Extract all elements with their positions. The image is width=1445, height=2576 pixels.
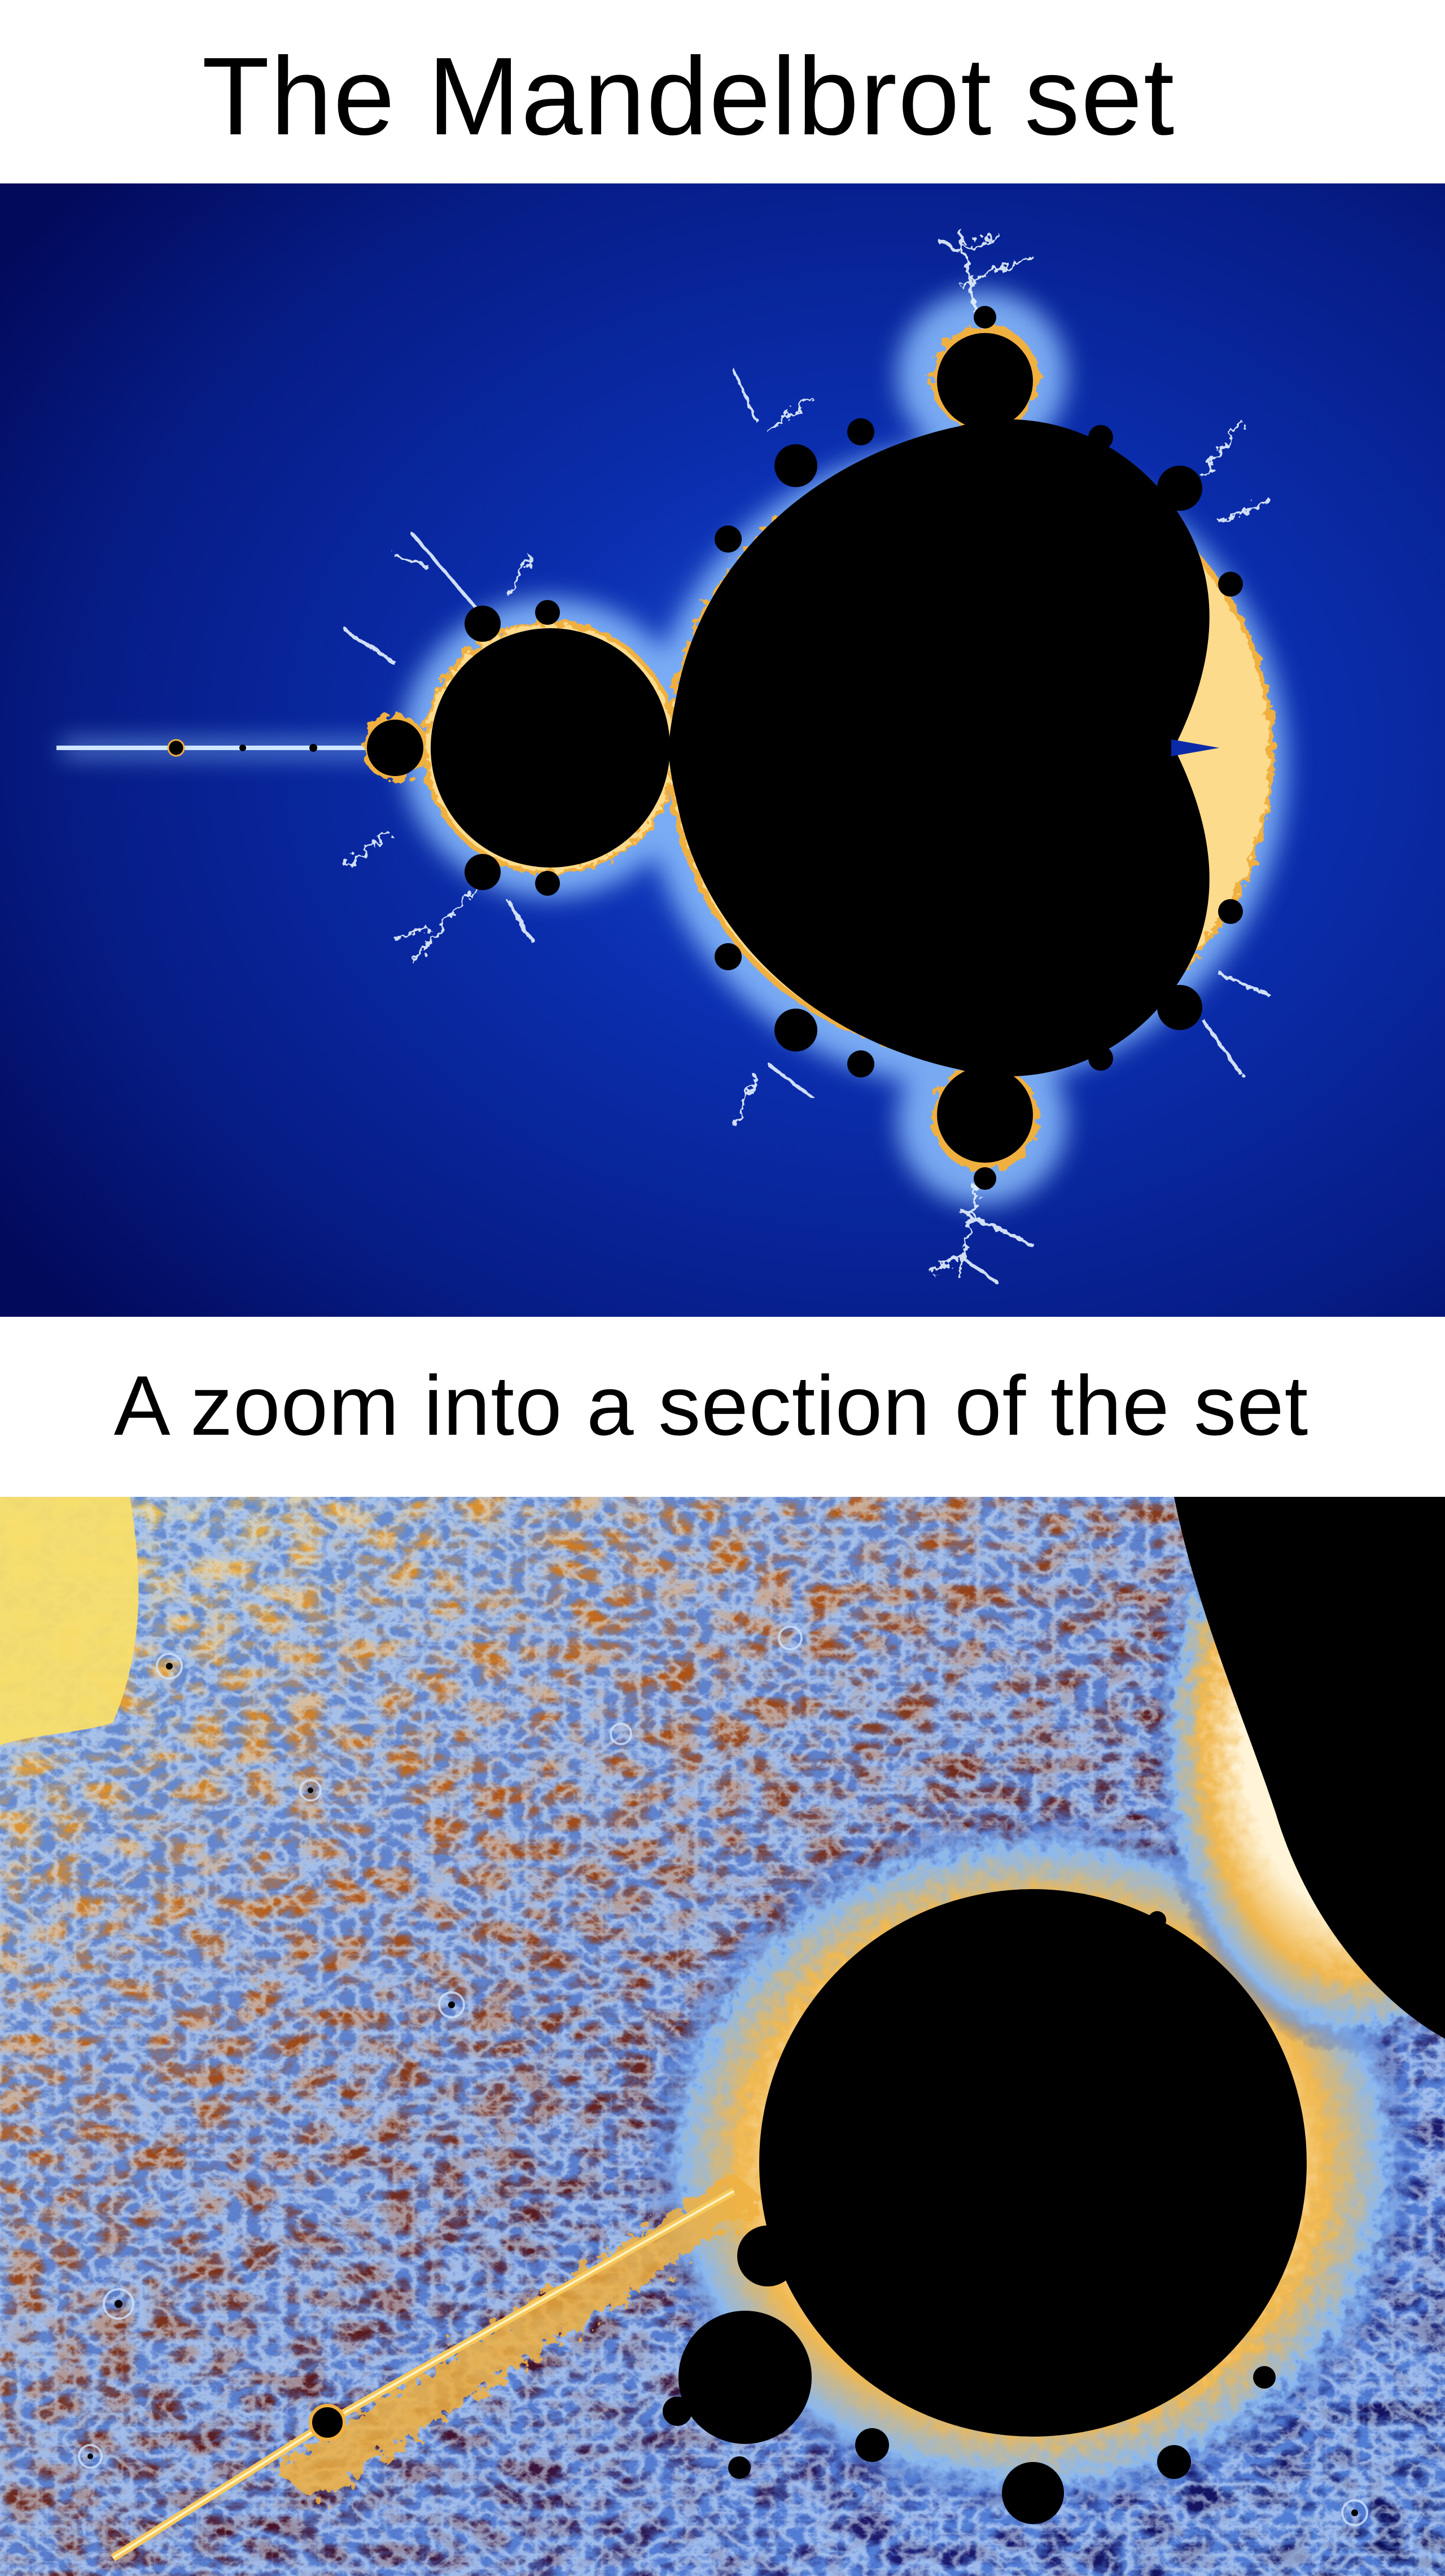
mandelbrot-zoom-image <box>0 1497 1445 2576</box>
mandelbrot-overview-image <box>0 183 1445 1317</box>
page-title: The Mandelbrot set <box>202 34 1176 158</box>
zoom-caption: A zoom into a section of the set <box>113 1358 1309 1453</box>
